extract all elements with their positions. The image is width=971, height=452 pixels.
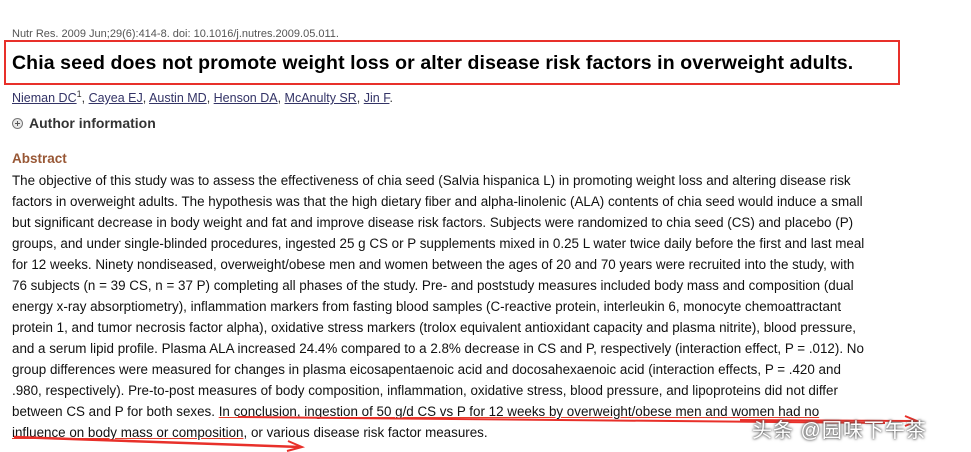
author-link[interactable]: Nieman DC bbox=[12, 91, 77, 105]
abstract-body: The objective of this study was to asses… bbox=[12, 170, 947, 443]
author-link[interactable]: McAnulty SR bbox=[285, 91, 357, 105]
abstract-text: , or various disease risk factor measure… bbox=[244, 425, 488, 440]
abstract-line: protein 1, and tumor necrosis factor alp… bbox=[12, 317, 947, 338]
abstract-line: .980, respectively). Pre-to-post measure… bbox=[12, 380, 947, 401]
abstract-text: between CS and P for both sexes. bbox=[12, 404, 219, 419]
author-link[interactable]: Jin F bbox=[364, 91, 390, 105]
abstract-heading: Abstract bbox=[12, 151, 67, 166]
abstract-line: The objective of this study was to asses… bbox=[12, 170, 947, 191]
abstract-line: group differences were measured for chan… bbox=[12, 359, 947, 380]
abstract-line: energy x-ray absorptiometry), inflammati… bbox=[12, 296, 947, 317]
author-link[interactable]: Cayea EJ bbox=[89, 91, 143, 105]
author-link[interactable]: Henson DA bbox=[214, 91, 278, 105]
abstract-line: and a serum lipid profile. Plasma ALA in… bbox=[12, 338, 947, 359]
watermark: 头条 @园味下午茶 bbox=[752, 414, 927, 443]
conclusion-highlight: influence on body mass or composition bbox=[12, 425, 244, 440]
abstract-line: but significant decrease in body weight … bbox=[12, 212, 947, 233]
conclusion-highlight: In conclusion, ingestion of 50 g/d CS vs… bbox=[219, 404, 819, 419]
abstract-line: for 12 weeks. Ninety nondiseased, overwe… bbox=[12, 254, 947, 275]
abstract-line: groups, and under single-blinded procedu… bbox=[12, 233, 947, 254]
author-list: Nieman DC1, Cayea EJ, Austin MD, Henson … bbox=[12, 89, 393, 105]
author-information-label: Author information bbox=[29, 115, 156, 131]
author-information-toggle[interactable]: Author information bbox=[12, 115, 156, 131]
author-link[interactable]: Austin MD bbox=[149, 91, 207, 105]
expand-plus-icon[interactable] bbox=[12, 118, 23, 129]
abstract-line: factors in overweight adults. The hypoth… bbox=[12, 191, 947, 212]
page-title: Chia seed does not promote weight loss o… bbox=[12, 52, 853, 75]
abstract-line: 76 subjects (n = 39 CS, n = 37 P) comple… bbox=[12, 275, 947, 296]
citation: Nutr Res. 2009 Jun;29(6):414-8. doi: 10.… bbox=[12, 28, 339, 40]
